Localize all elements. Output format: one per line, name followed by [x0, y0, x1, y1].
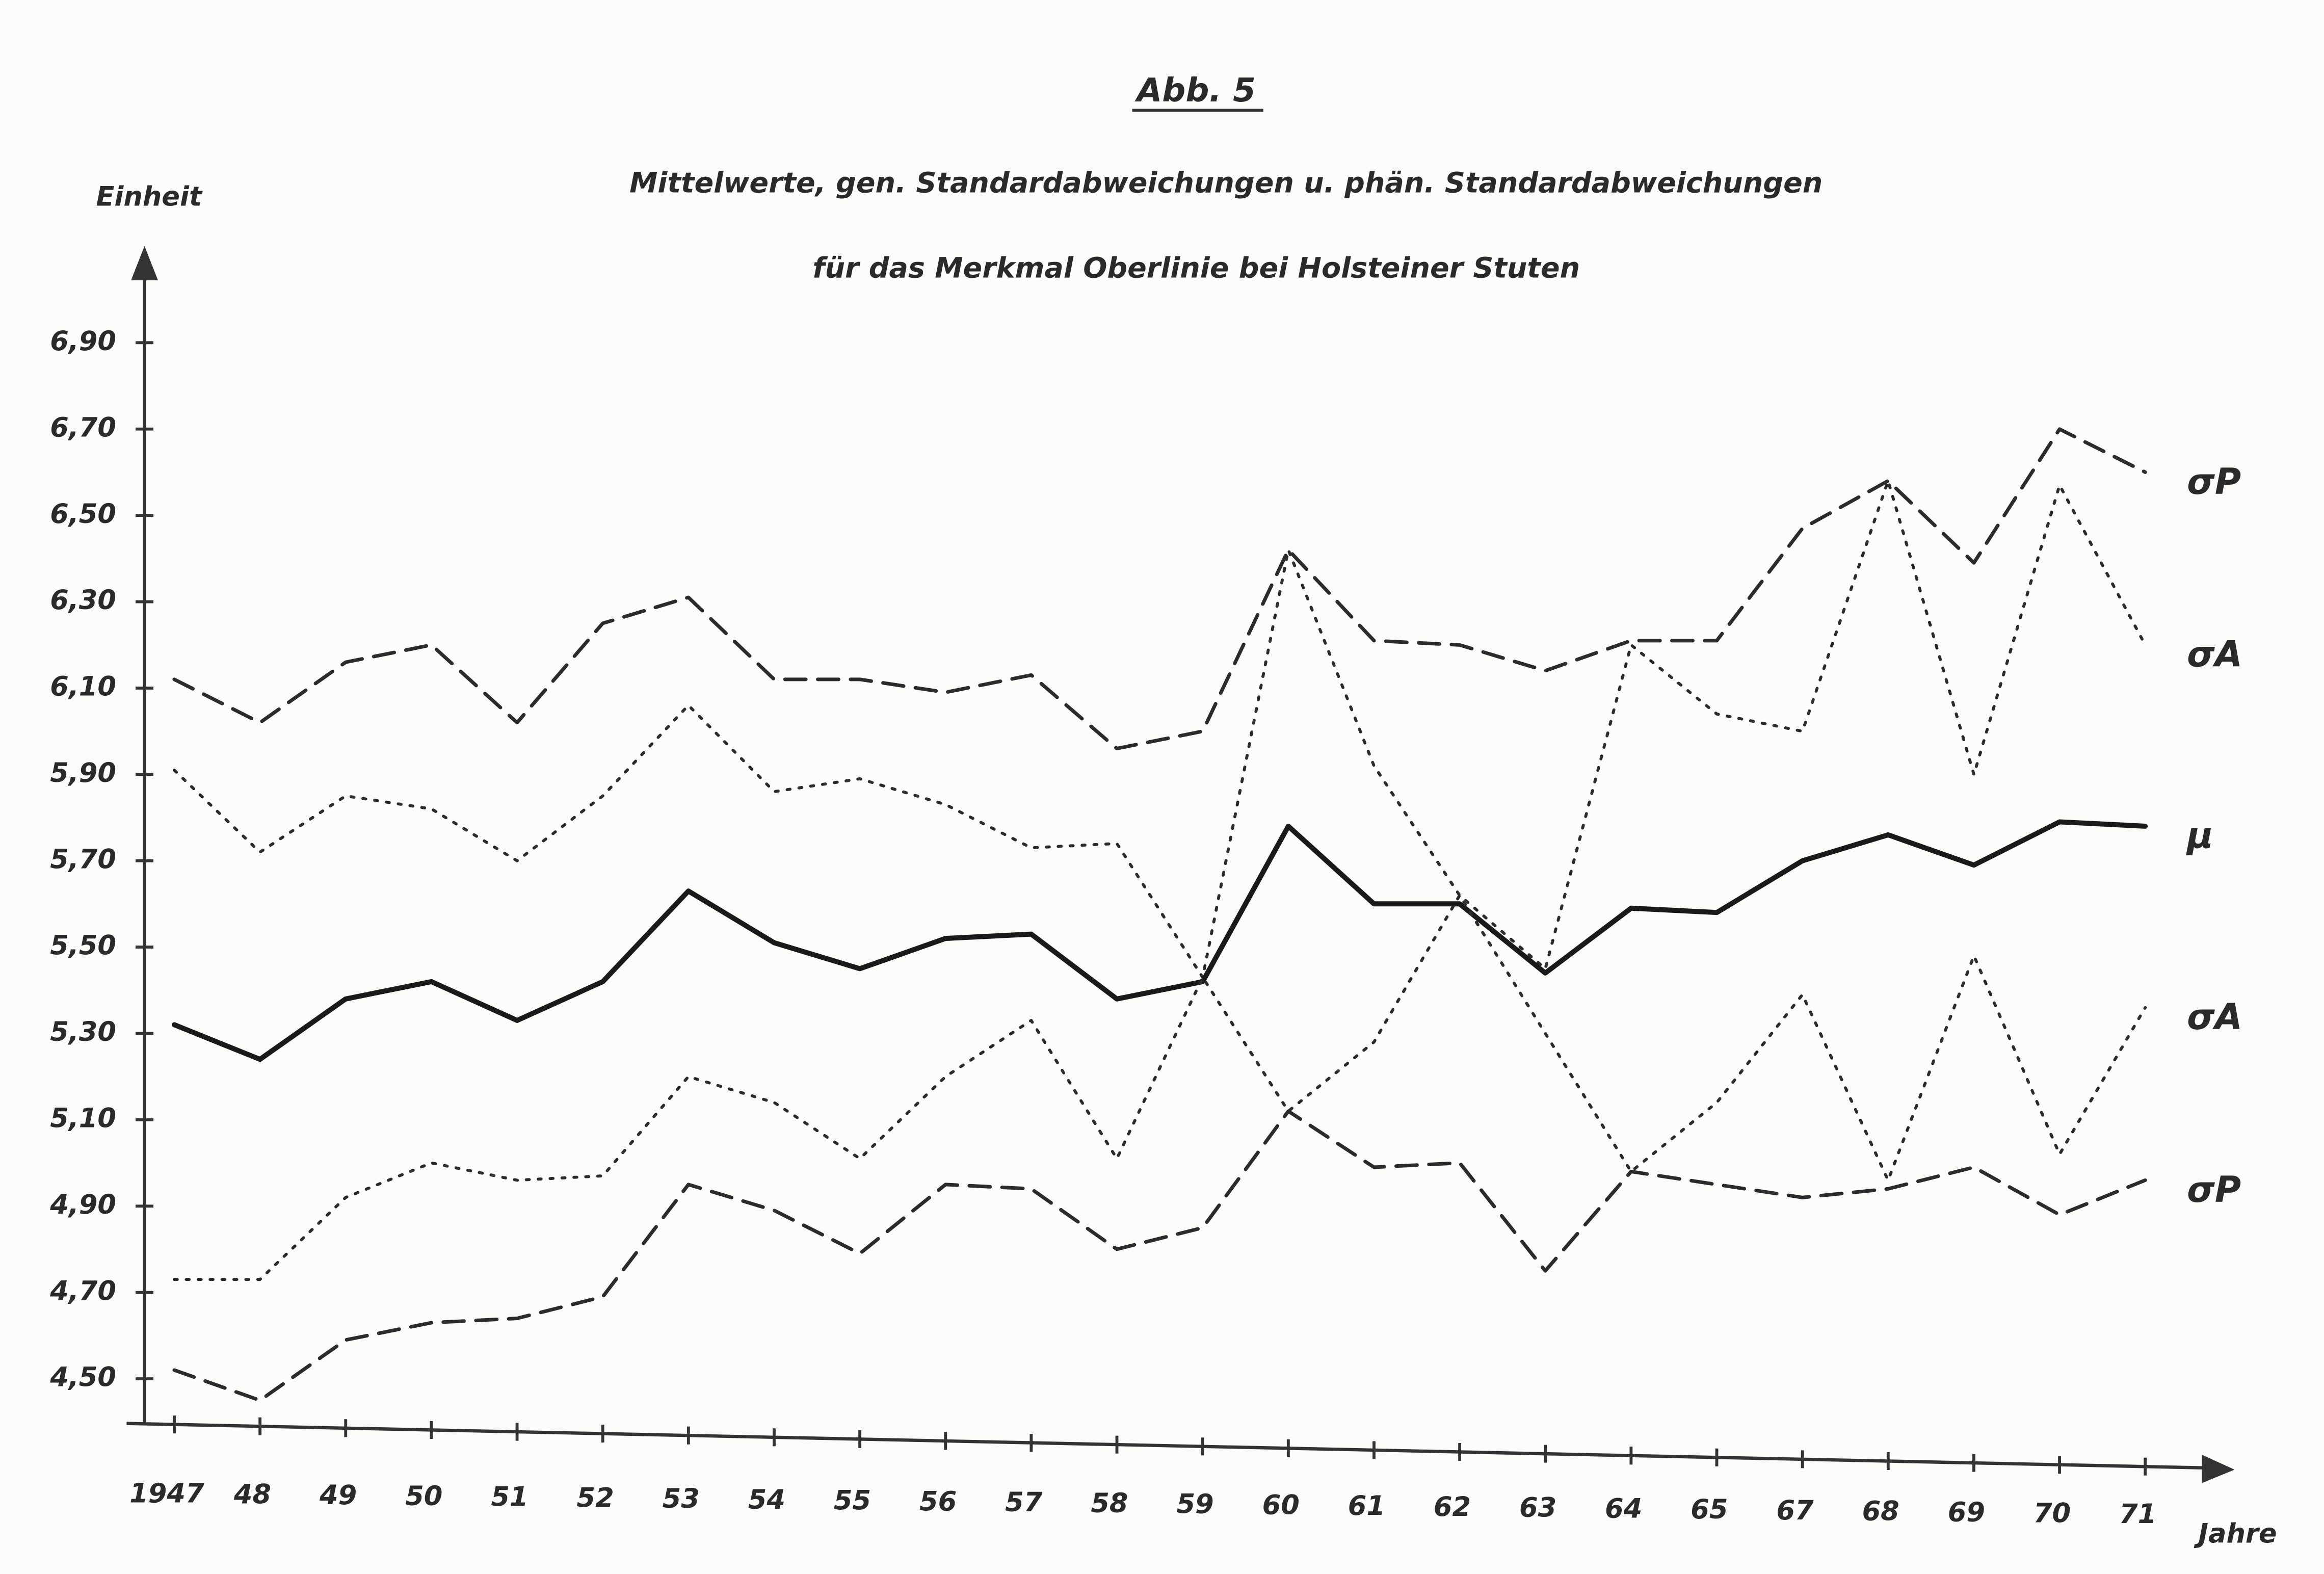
- x-tick-label: 49: [319, 1480, 357, 1511]
- series-label: σP: [2187, 461, 2241, 503]
- y-tick-label: 6,90: [50, 326, 116, 357]
- y-tick-label: 5,50: [50, 930, 116, 961]
- y-tick-label: 5,70: [50, 844, 116, 875]
- x-tick-label: 68: [1862, 1496, 1899, 1527]
- series-line: [172, 427, 2147, 751]
- series-label: σP: [2187, 1169, 2241, 1211]
- x-tick-label: 63: [1519, 1492, 1556, 1524]
- series-label: σA: [2187, 996, 2242, 1038]
- series-line: [172, 1109, 2147, 1402]
- x-tick-label: 70: [2034, 1498, 2071, 1529]
- series-line: [173, 894, 2147, 1281]
- y-tick-label: 6,50: [50, 499, 116, 530]
- y-tick-label: 4,70: [49, 1275, 116, 1306]
- chart-subtitle: Mittelwerte, gen. Standardabweichungen u…: [629, 167, 1823, 200]
- x-axis-arrow: [2202, 1455, 2235, 1483]
- series-label: σA: [2187, 634, 2242, 675]
- y-tick-label: 4,90: [49, 1189, 116, 1220]
- x-tick-label: 67: [1776, 1495, 1814, 1526]
- y-tick-label: 6,10: [50, 671, 116, 702]
- y-axis-label: Einheit: [96, 181, 203, 213]
- y-tick-label: 6,30: [50, 585, 116, 616]
- x-tick-label: 58: [1091, 1488, 1128, 1519]
- chart-subtitle: für das Merkmal Oberlinie bei Holsteiner…: [812, 251, 1580, 284]
- series-label: μ: [2186, 815, 2213, 856]
- x-tick-label: 69: [1948, 1497, 1985, 1528]
- y-tick-label: 6,70: [50, 412, 116, 443]
- x-tick-label: 57: [1005, 1487, 1043, 1518]
- x-tick-label: 1947: [129, 1478, 204, 1509]
- chart-title: Abb. 5: [1134, 71, 1256, 110]
- y-tick-label: 5,10: [50, 1103, 116, 1134]
- x-tick-label: 59: [1176, 1489, 1213, 1520]
- x-tick-label: 54: [748, 1484, 785, 1515]
- y-axis-arrow: [131, 246, 158, 280]
- x-tick-label: 60: [1262, 1489, 1300, 1520]
- y-tick-label: 4,50: [49, 1362, 116, 1393]
- x-tick-label: 64: [1605, 1493, 1642, 1524]
- x-tick-label: 50: [405, 1481, 442, 1512]
- series-line: [172, 819, 2148, 1062]
- x-tick-label: 51: [491, 1482, 528, 1513]
- x-tick-label: 71: [2119, 1499, 2156, 1530]
- x-tick-label: 65: [1691, 1494, 1728, 1525]
- series-line: [173, 479, 2147, 979]
- x-tick-label: 62: [1434, 1491, 1471, 1523]
- x-tick-label: 52: [576, 1482, 614, 1513]
- x-tick-label: 53: [663, 1483, 700, 1514]
- x-tick-label: 56: [919, 1486, 957, 1517]
- y-tick-label: 5,90: [50, 757, 116, 789]
- x-tick-label: 48: [233, 1479, 271, 1510]
- x-tick-label: 55: [834, 1485, 871, 1516]
- x-axis: [126, 1422, 2220, 1470]
- x-tick-label: 61: [1348, 1490, 1385, 1521]
- y-tick-label: 5,30: [50, 1016, 116, 1047]
- x-axis-label: Jahre: [2194, 1518, 2277, 1550]
